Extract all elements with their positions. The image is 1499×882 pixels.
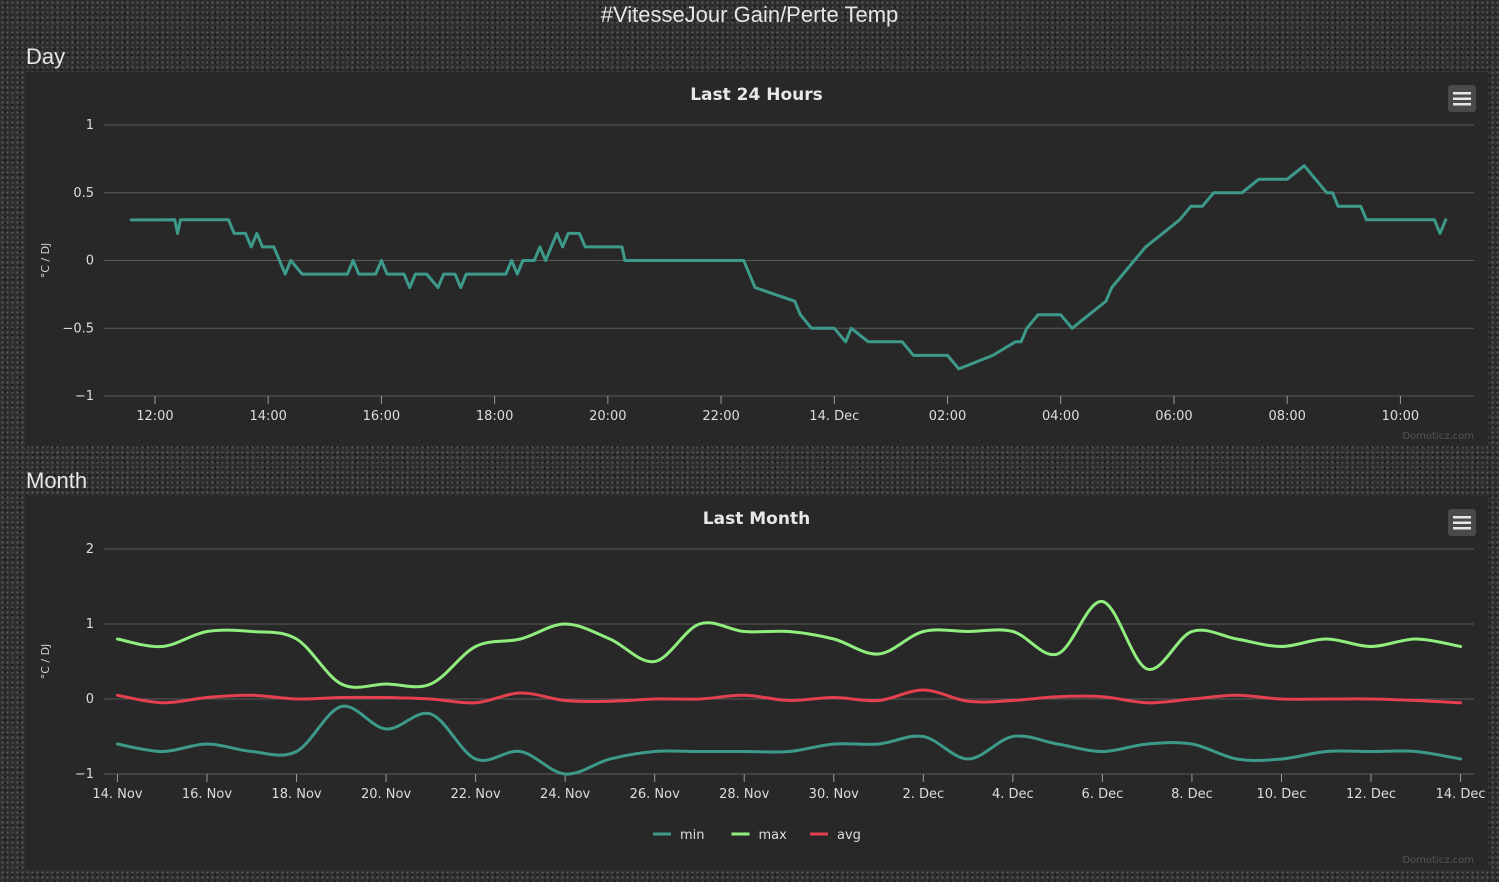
month-x-tick-label: 26. Nov [630,787,680,802]
day-chart-credit[interactable]: Domoticz.com [1402,431,1474,442]
day-x-tick-label: 14:00 [249,409,286,424]
section-title-day: Day [26,44,66,69]
month-x-tick-label: 30. Nov [809,787,859,802]
day-x-tick-label: 10:00 [1382,409,1419,424]
month-y-tick-label: 1 [86,617,94,632]
month-chart-menu-button[interactable] [1448,509,1476,536]
legend-label-min: min [680,828,705,843]
legend-item-avg[interactable]: avg [810,828,861,843]
day-x-tick-label: 22:00 [702,409,739,424]
day-chart-panel: Last 24 Hours 1 0.5 0 −0.5 −1 °C / DJ 12:00 14:… [25,72,1488,446]
month-x-tick-label: 22. Nov [451,787,501,802]
day-y-tick-label: 0 [86,254,94,269]
day-y-tick-label: −1 [75,389,94,404]
month-x-tick-label: 20. Nov [361,787,411,802]
hamburger-icon [1453,91,1471,105]
month-chart-credit[interactable]: Domoticz.com [1402,855,1474,866]
day-x-tick-label: 16:00 [363,409,400,424]
month-x-tick-label: 4. Dec [992,787,1034,802]
month-y-tick-label: −1 [75,767,94,782]
day-y-tick-label: 1 [86,118,94,133]
month-y-tick-label: 2 [86,542,94,557]
month-x-tick-label: 24. Nov [540,787,590,802]
hamburger-icon [1453,515,1471,529]
month-y-axis-title: °C / DJ [39,644,52,680]
day-chart: 1 0.5 0 −0.5 −1 °C / DJ 12:00 14:00 16:00 18:00 20… [39,118,1474,424]
day-y-axis-title: °C / DJ [39,243,52,279]
day-x-tick-label: 18:00 [476,409,513,424]
month-chart-title: Last Month [702,509,811,529]
day-x-tick-label: 14. Dec [809,409,859,424]
month-x-tick-label: 14. Nov [92,787,142,802]
day-y-tick-label: 0.5 [73,186,94,201]
month-y-tick-label: 0 [86,692,94,707]
month-x-tick-label: 28. Nov [719,787,769,802]
day-chart-menu-button[interactable] [1448,85,1476,112]
month-x-tick-label: 14. Dec [1436,787,1486,802]
day-x-tick-label: 12:00 [136,409,173,424]
day-chart-title: Last 24 Hours [690,85,823,105]
month-x-tick-label: 16. Nov [182,787,232,802]
month-x-tick-label: 18. Nov [271,787,321,802]
month-x-tick-label: 12. Dec [1346,787,1396,802]
month-chart-panel: Last Month 2 1 0 −1 °C / DJ 14. Nov 16. Nov 18.… [25,496,1488,870]
day-y-tick-label: −0.5 [62,321,94,336]
day-series-line [129,164,1448,371]
day-x-tick-label: 04:00 [1042,409,1079,424]
legend-label-avg: avg [837,828,861,843]
month-x-tick-label: 6. Dec [1082,787,1124,802]
legend-label-max: max [759,828,788,843]
month-x-tick-label: 2. Dec [902,787,944,802]
legend-item-min[interactable]: min [653,828,705,843]
month-chart: 2 1 0 −1 °C / DJ 14. Nov 16. Nov 18. Nov 20. Nov… [39,542,1486,843]
day-x-tick-label: 08:00 [1268,409,1305,424]
day-x-tick-label: 20:00 [589,409,626,424]
day-x-tick-label: 06:00 [1155,409,1192,424]
month-series-max [115,600,1463,689]
month-x-tick-label: 10. Dec [1256,787,1306,802]
day-x-tick-label: 02:00 [929,409,966,424]
legend-item-max[interactable]: max [731,828,788,843]
month-x-tick-label: 8. Dec [1171,787,1213,802]
page-title: #VitesseJour Gain/Perte Temp [600,2,899,27]
month-series-avg [115,688,1463,705]
month-series-min [115,704,1463,776]
section-title-month: Month [26,468,88,493]
